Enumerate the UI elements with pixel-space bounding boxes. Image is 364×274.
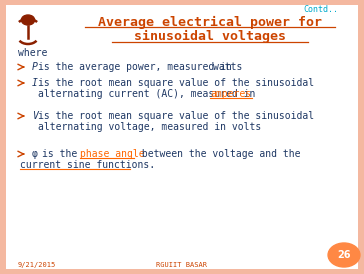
Text: watts: watts: [213, 62, 242, 72]
Text: alternating voltage, measured in volts: alternating voltage, measured in volts: [38, 122, 261, 132]
Text: current sine functions.: current sine functions.: [20, 160, 155, 170]
Text: is the: is the: [42, 149, 83, 159]
Text: Contd..: Contd..: [303, 5, 338, 15]
Text: P: P: [32, 62, 38, 72]
Bar: [358, 0, 364, 274]
Bar: [0, 0, 6, 274]
Text: V: V: [32, 111, 38, 121]
Text: I: I: [32, 78, 38, 88]
Text: Average electrical power for: Average electrical power for: [98, 15, 322, 28]
Bar: [0, 269, 364, 274]
Text: 9/21/2015: 9/21/2015: [18, 262, 56, 268]
Text: where: where: [18, 48, 47, 58]
Text: is the root mean square value of the sinusoidal: is the root mean square value of the sin…: [38, 111, 314, 121]
Text: phase angle: phase angle: [80, 149, 145, 159]
Text: between the voltage and the: between the voltage and the: [136, 149, 301, 159]
Text: is the root mean square value of the sinusoidal: is the root mean square value of the sin…: [38, 78, 314, 88]
Circle shape: [328, 243, 360, 267]
Text: amperes: amperes: [210, 89, 251, 99]
Text: φ: φ: [32, 149, 38, 159]
Bar: [0, 0, 364, 5]
Text: RGUIIT BASAR: RGUIIT BASAR: [157, 262, 207, 268]
Text: is the average power, measured in: is the average power, measured in: [38, 62, 238, 72]
Circle shape: [21, 15, 35, 25]
Text: alternating current (AC), measured in: alternating current (AC), measured in: [38, 89, 261, 99]
Text: sinusoidal voltages: sinusoidal voltages: [134, 30, 286, 42]
Text: 26: 26: [337, 250, 351, 260]
